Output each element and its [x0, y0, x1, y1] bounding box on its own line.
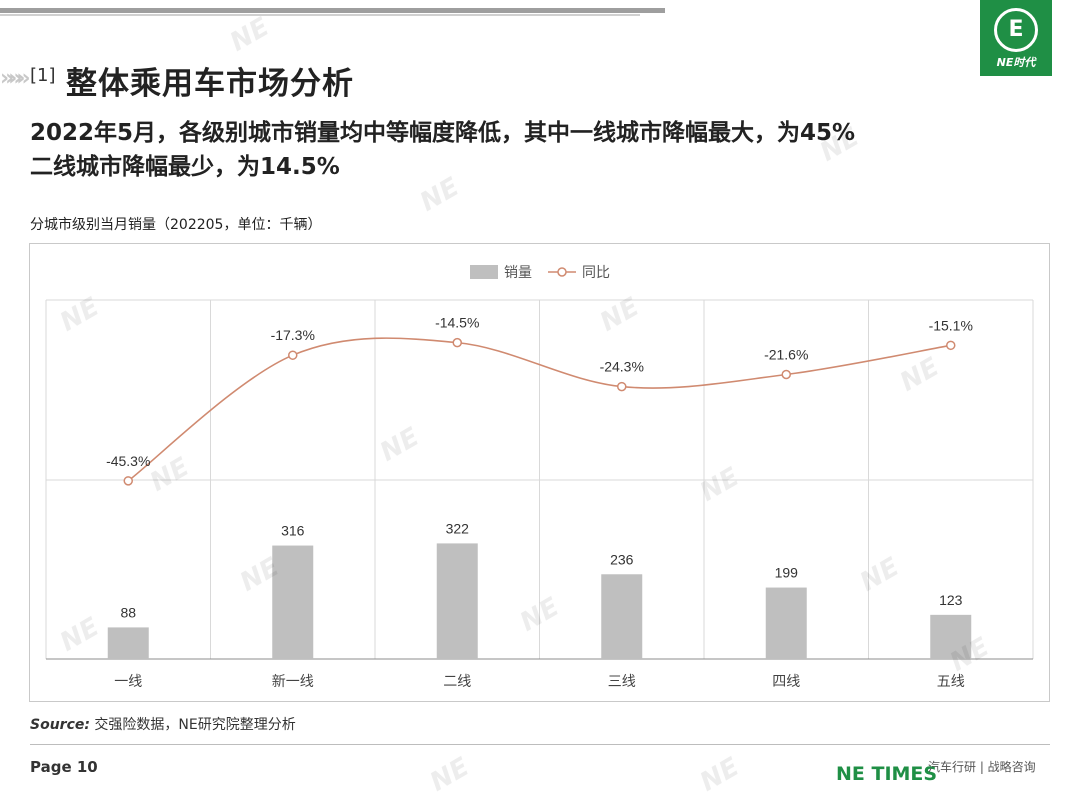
yoy-label-3: -24.3% — [600, 359, 644, 375]
yoy-point-0 — [123, 476, 133, 486]
bar-label-2: 322 — [446, 520, 470, 536]
headline: 2022年5月，各级别城市销量均中等幅度降低，其中一线城市降幅最大，为45% 二… — [30, 116, 1020, 184]
bar-3 — [601, 574, 643, 659]
yoy-label-0: -45.3% — [106, 453, 150, 469]
page-title: 整体乘用车市场分析 — [66, 66, 354, 102]
bar-label-3: 236 — [610, 551, 634, 567]
section-number: [1] — [30, 65, 56, 86]
yoy-point-5 — [946, 340, 956, 351]
bar-5 — [930, 614, 972, 659]
legend-swatch-bar — [470, 265, 498, 279]
yoy-point-4 — [781, 369, 791, 380]
source-note: Source: 交强险数据，NE研究院整理分析 — [30, 717, 296, 733]
x-tick-label-4: 四线 — [772, 673, 800, 689]
chart-frame: 88 316 322 236 199 123 -45.3% -17.3% -14.5% -24.3… — [29, 243, 1050, 702]
chevron-arrows-icon: »»» — [0, 66, 31, 91]
bar-label-1: 316 — [281, 523, 305, 539]
x-tick-label-0: 一线 — [114, 673, 142, 689]
yoy-label-2: -14.5% — [435, 315, 479, 331]
bar-2 — [436, 543, 478, 659]
headline-line-2: 二线城市降幅最少，为14.5% — [30, 154, 340, 180]
bar-label-4: 199 — [775, 565, 799, 581]
ne-times-logo: E NE时代 — [980, 0, 1052, 76]
yoy-line — [127, 337, 951, 482]
headline-line-1: 2022年5月，各级别城市销量均中等幅度降低，其中一线城市降幅最大，为45% — [30, 120, 856, 146]
bar-4 — [765, 587, 807, 659]
yoy-point-3 — [617, 381, 627, 392]
page-number: Page 10 — [30, 758, 98, 776]
yoy-label-5: -15.1% — [929, 317, 973, 333]
chart-svg: 88 316 322 236 199 123 -45.3% -17.3% -14.5% -24.3… — [45, 264, 1034, 689]
bar-label-5: 123 — [939, 592, 963, 608]
legend-label-line: 同比 — [582, 264, 610, 280]
footer-tagline: 汽车行研 | 战略咨询 — [928, 760, 1036, 774]
footer-divider — [30, 744, 1050, 745]
bar-label-0: 88 — [120, 604, 136, 620]
x-tick-label-3: 三线 — [608, 673, 636, 689]
bar-0 — [107, 627, 149, 659]
bar-1 — [272, 545, 314, 659]
yoy-label-4: -21.6% — [764, 346, 808, 362]
x-tick-label-5: 五线 — [937, 673, 965, 689]
top-bar-secondary — [0, 14, 640, 16]
x-tick-label-2: 二线 — [443, 673, 471, 689]
yoy-point-2 — [452, 337, 462, 348]
logo-text: NE时代 — [996, 56, 1036, 69]
chart-title: 分城市级别当月销量（202205，单位：千辆） — [30, 217, 322, 233]
yoy-point-1 — [288, 350, 298, 360]
watermark-14: NE — [695, 752, 745, 798]
top-bar — [0, 8, 665, 13]
logo-mark: E — [994, 8, 1038, 52]
legend-label-bar: 销量 — [504, 264, 532, 280]
legend-swatch-marker — [557, 267, 567, 277]
watermark-1: NE — [225, 12, 275, 58]
footer-brand: NE TIMES — [836, 763, 938, 785]
yoy-label-1: -17.3% — [271, 327, 315, 343]
x-tick-label-1: 新一线 — [272, 673, 314, 689]
watermark-13: NE — [425, 752, 475, 798]
